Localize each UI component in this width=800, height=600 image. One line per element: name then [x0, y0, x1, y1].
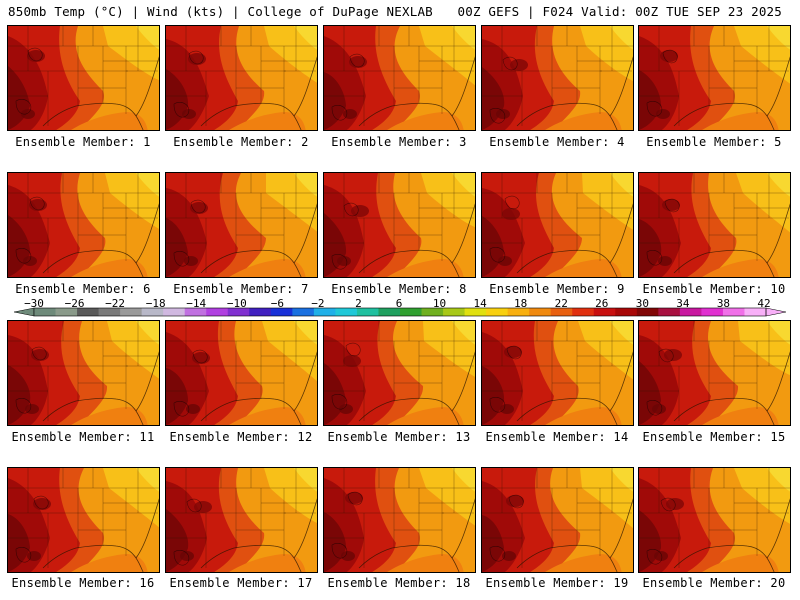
ensemble-map-panel [638, 320, 791, 426]
colorbar-tick-label: 18 [514, 297, 528, 310]
ensemble-member-label: Ensemble Member: 20 [642, 576, 786, 590]
colorbar-swatch [550, 308, 573, 316]
ensemble-map-panel [481, 172, 634, 278]
ensemble-map-panel [638, 467, 791, 573]
ensemble-member-label: Ensemble Member: 18 [327, 576, 471, 590]
ensemble-member-label: Ensemble Member: 5 [646, 135, 782, 149]
colorbar-swatch [335, 308, 358, 316]
ensemble-member-label: Ensemble Member: 13 [327, 430, 471, 444]
ensemble-member-label: Ensemble Member: 17 [169, 576, 313, 590]
ensemble-member-label: Ensemble Member: 15 [642, 430, 786, 444]
ensemble-map-panel [481, 320, 634, 426]
ensemble-map-panel [7, 467, 160, 573]
colorbar-tick-label: 10 [432, 297, 447, 310]
colorbar-swatch [679, 308, 702, 316]
chart-title: 850mb Temp (°C) | Wind (kts) | College o… [8, 4, 433, 19]
ensemble-map-panel [323, 25, 476, 131]
ensemble-member-label: Ensemble Member: 2 [173, 135, 309, 149]
ensemble-member-label: Ensemble Member: 1 [15, 135, 151, 149]
ensemble-map-panel [638, 25, 791, 131]
ensemble-map-panel [481, 467, 634, 573]
colorbar-swatch [206, 308, 229, 316]
ensemble-map-panel [323, 320, 476, 426]
ensemble-member-label: Ensemble Member: 10 [642, 282, 786, 296]
colorbar-swatch [443, 308, 466, 316]
ensemble-member-label: Ensemble Member: 4 [489, 135, 625, 149]
colorbar-swatch [744, 308, 767, 316]
ensemble-map-panel [7, 172, 160, 278]
ensemble-map-panel [7, 320, 160, 426]
colorbar-swatch [98, 308, 121, 316]
colorbar-swatch [615, 308, 638, 316]
colorbar-tick-label: −30 [24, 297, 44, 310]
ensemble-map-panel [165, 172, 318, 278]
colorbar-tick-label: −22 [105, 297, 126, 310]
colorbar-swatch [722, 308, 745, 316]
ensemble-member-label: Ensemble Member: 11 [11, 430, 155, 444]
colorbar-tick-label: −10 [226, 297, 247, 310]
colorbar-swatch [701, 308, 724, 316]
colorbar-tick-label: 42 [757, 297, 771, 310]
colorbar-tick-label: −18 [145, 297, 166, 310]
ensemble-map-panel [481, 25, 634, 131]
ensemble-map-panel [638, 172, 791, 278]
ensemble-member-label: Ensemble Member: 16 [11, 576, 155, 590]
colorbar-swatch [34, 308, 57, 316]
colorbar-swatch [163, 308, 186, 316]
colorbar-tick-label: 22 [554, 297, 568, 310]
colorbar-swatch [292, 308, 315, 316]
colorbar-swatch [593, 308, 616, 316]
colorbar-swatch [507, 308, 530, 316]
colorbar-tick-label: 38 [716, 297, 731, 310]
ensemble-member-label: Ensemble Member: 7 [173, 282, 309, 296]
colorbar-tick-label: −2 [311, 297, 325, 310]
colorbar-tick-label: −26 [64, 297, 85, 310]
colorbar-swatch [636, 308, 659, 316]
ensemble-map-panel [323, 467, 476, 573]
colorbar-swatch [120, 308, 143, 316]
ensemble-member-label: Ensemble Member: 9 [489, 282, 625, 296]
ensemble-member-label: Ensemble Member: 6 [15, 282, 151, 296]
colorbar-tick-label: 2 [355, 297, 362, 310]
colorbar-tick-label: 30 [635, 297, 649, 310]
colorbar-tick-label: −14 [186, 297, 207, 310]
colorbar-swatch [400, 308, 423, 316]
ensemble-member-label: Ensemble Member: 12 [169, 430, 313, 444]
colorbar-swatch [464, 308, 487, 316]
run-valid-time: 00Z GEFS | F024 Valid: 00Z TUE SEP 23 20… [457, 4, 782, 19]
ensemble-member-label: Ensemble Member: 3 [331, 135, 467, 149]
colorbar-swatch [227, 308, 250, 316]
ensemble-map-panel [165, 467, 318, 573]
colorbar-swatch [378, 308, 401, 316]
colorbar-swatch [529, 308, 552, 316]
colorbar-swatch [55, 308, 78, 316]
ensemble-map-panel [323, 172, 476, 278]
ensemble-map-panel [165, 25, 318, 131]
colorbar-swatch [184, 308, 207, 316]
temperature-colorbar [13, 307, 787, 317]
colorbar-tick-label: 34 [676, 297, 690, 310]
colorbar-tick-label: −6 [270, 297, 284, 310]
colorbar-swatch [249, 308, 272, 316]
colorbar-tick-label: 6 [395, 297, 403, 310]
colorbar-swatch [421, 308, 444, 316]
colorbar-tick-label: 26 [595, 297, 609, 310]
ensemble-member-label: Ensemble Member: 19 [485, 576, 629, 590]
colorbar-swatch [356, 308, 379, 316]
ensemble-member-label: Ensemble Member: 8 [331, 282, 467, 296]
ensemble-member-label: Ensemble Member: 14 [485, 430, 629, 444]
colorbar-tick-label: 14 [473, 297, 487, 310]
colorbar-swatch [270, 308, 293, 316]
ensemble-map-panel [165, 320, 318, 426]
colorbar-swatch [77, 308, 100, 316]
colorbar-swatch [658, 308, 681, 316]
colorbar-swatch [313, 308, 336, 316]
ensemble-map-panel [7, 25, 160, 131]
colorbar-swatch [486, 308, 509, 316]
colorbar-swatch [141, 308, 164, 316]
colorbar-swatch [572, 308, 595, 316]
